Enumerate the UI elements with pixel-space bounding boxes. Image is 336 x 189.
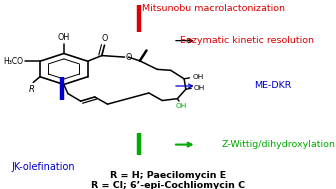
Text: OH: OH [175,103,186,109]
Text: OH: OH [58,33,70,42]
Text: O: O [126,53,132,62]
Text: O: O [102,34,108,43]
Text: R: R [29,85,35,94]
Text: JK-olefination: JK-olefination [12,162,75,172]
Text: Mitsunobu macrolactonization: Mitsunobu macrolactonization [142,4,285,13]
Text: OH: OH [194,85,205,91]
Text: R = Cl; 6’-epi-Cochliomycin C: R = Cl; 6’-epi-Cochliomycin C [91,181,245,189]
Text: Z-Wittig/dihydroxylation: Z-Wittig/dihydroxylation [222,140,336,149]
Text: Enzymatic kinetic resolution: Enzymatic kinetic resolution [180,36,314,45]
Text: R = H; Paecilomycin E: R = H; Paecilomycin E [110,171,226,180]
Text: OH: OH [192,74,203,80]
Text: ME-DKR: ME-DKR [254,81,291,91]
Text: H₃CO: H₃CO [3,57,23,66]
